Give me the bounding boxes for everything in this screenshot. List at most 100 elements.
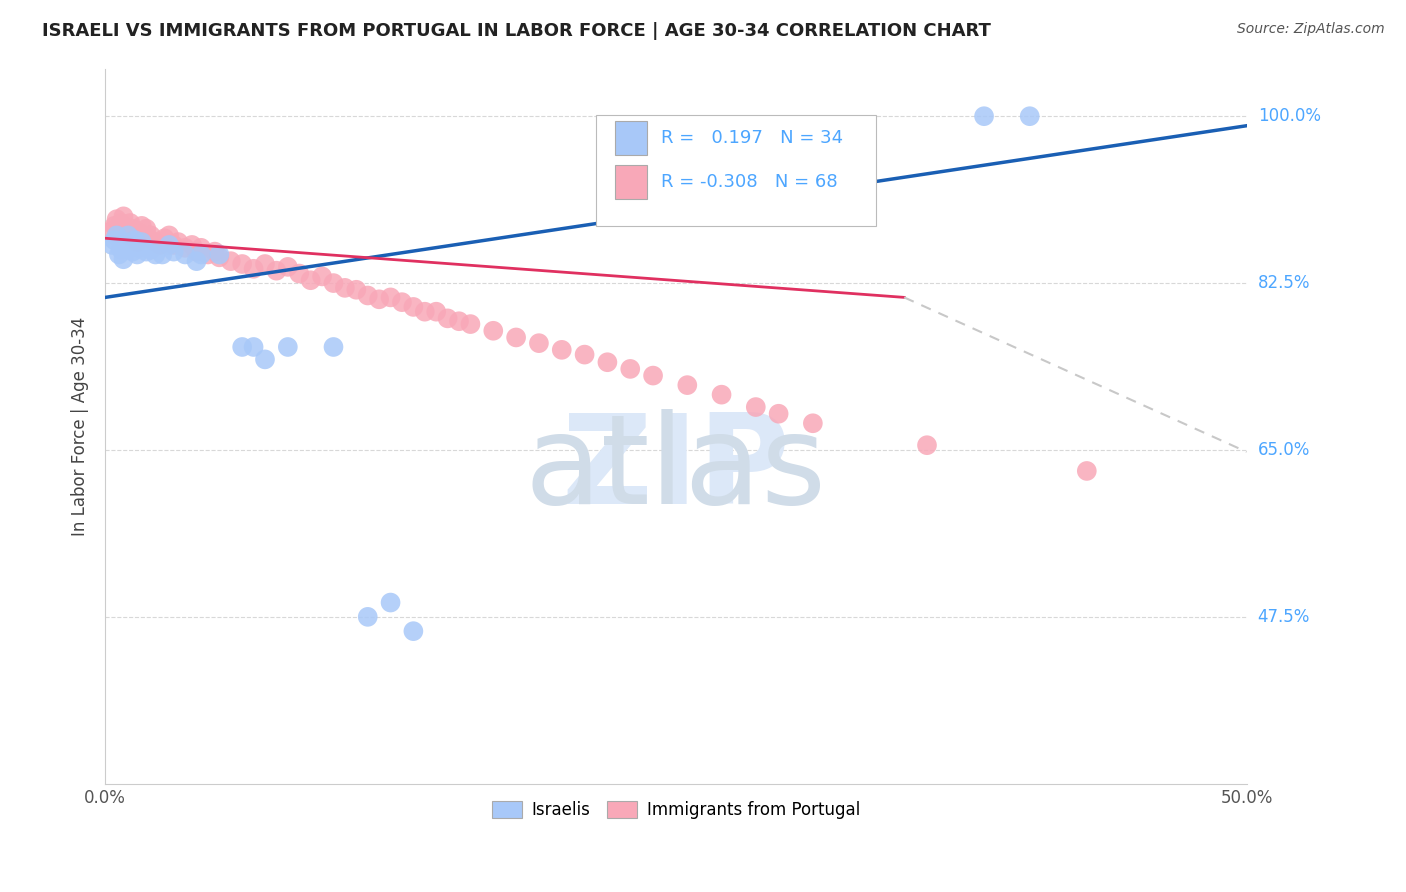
Y-axis label: In Labor Force | Age 30-34: In Labor Force | Age 30-34 [72, 317, 89, 536]
Point [124, 233, 146, 247]
Point [149, 238, 172, 252]
Point [219, 254, 242, 268]
Point [277, 260, 299, 274]
Point [482, 324, 505, 338]
Point [242, 340, 264, 354]
Point [163, 238, 186, 252]
Text: ZIP: ZIP [561, 409, 790, 530]
Point [157, 238, 180, 252]
Point [380, 596, 402, 610]
Point [105, 212, 128, 227]
Point [167, 235, 190, 249]
Point [344, 283, 367, 297]
Point [242, 261, 264, 276]
Point [103, 219, 125, 233]
Point [139, 243, 162, 257]
Point [186, 244, 208, 259]
Point [436, 311, 458, 326]
Point [150, 247, 173, 261]
Point [253, 257, 276, 271]
Point [157, 228, 180, 243]
Point [174, 247, 197, 261]
Point [915, 438, 938, 452]
Point [145, 247, 167, 261]
Point [120, 216, 142, 230]
Point [745, 400, 768, 414]
Point [425, 304, 447, 318]
Point [190, 241, 212, 255]
Point [447, 314, 470, 328]
Point [181, 238, 204, 252]
Point [1018, 109, 1040, 123]
Point [110, 216, 132, 230]
Point [368, 293, 391, 307]
Point [266, 263, 288, 277]
Point [121, 244, 143, 259]
Point [128, 226, 150, 240]
Point [128, 241, 150, 255]
Text: R = -0.308   N = 68: R = -0.308 N = 68 [661, 173, 838, 191]
Point [114, 221, 136, 235]
Point [131, 219, 153, 233]
Text: 82.5%: 82.5% [1258, 274, 1310, 292]
Point [139, 228, 162, 243]
Text: 65.0%: 65.0% [1258, 441, 1310, 459]
FancyBboxPatch shape [596, 115, 876, 226]
Point [105, 228, 128, 243]
Point [110, 243, 132, 257]
Point [127, 235, 149, 249]
Legend: Israelis, Immigrants from Portugal: Israelis, Immigrants from Portugal [485, 794, 868, 825]
Point [231, 340, 253, 354]
Point [153, 231, 176, 245]
Text: Source: ZipAtlas.com: Source: ZipAtlas.com [1237, 22, 1385, 37]
FancyBboxPatch shape [616, 120, 647, 155]
Point [288, 267, 311, 281]
Point [117, 228, 139, 243]
Point [277, 340, 299, 354]
Point [527, 336, 550, 351]
Point [121, 221, 143, 235]
Point [380, 290, 402, 304]
Point [124, 228, 146, 243]
Point [641, 368, 664, 383]
Point [322, 276, 344, 290]
Point [357, 288, 380, 302]
Point [208, 250, 231, 264]
Point [402, 300, 425, 314]
Point [135, 244, 157, 259]
Point [574, 348, 596, 362]
Point [103, 233, 125, 247]
Point [460, 317, 482, 331]
Point [391, 295, 413, 310]
Point [135, 221, 157, 235]
Point [127, 247, 149, 261]
Point [801, 417, 824, 431]
Point [120, 241, 142, 255]
Point [108, 226, 131, 240]
Point [1076, 464, 1098, 478]
Text: 47.5%: 47.5% [1258, 607, 1310, 626]
Point [101, 224, 124, 238]
Point [333, 281, 356, 295]
Point [132, 228, 155, 243]
Point [402, 624, 425, 639]
Point [596, 355, 619, 369]
Point [357, 610, 380, 624]
Point [204, 244, 226, 259]
Point [131, 235, 153, 249]
Point [112, 252, 135, 267]
Text: ISRAELI VS IMMIGRANTS FROM PORTUGAL IN LABOR FORCE | AGE 30-34 CORRELATION CHART: ISRAELI VS IMMIGRANTS FROM PORTUGAL IN L… [42, 22, 991, 40]
Point [322, 340, 344, 354]
Point [551, 343, 574, 357]
Point [138, 231, 160, 245]
Point [505, 330, 527, 344]
Point [208, 247, 231, 261]
Point [253, 352, 276, 367]
Point [163, 244, 186, 259]
Point [190, 247, 212, 261]
Text: R =   0.197   N = 34: R = 0.197 N = 34 [661, 128, 844, 146]
Point [710, 387, 733, 401]
Point [174, 241, 197, 255]
Point [973, 109, 995, 123]
FancyBboxPatch shape [616, 165, 647, 200]
